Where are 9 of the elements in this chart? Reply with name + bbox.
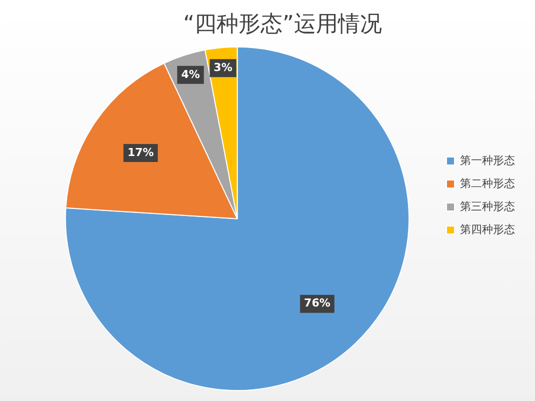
legend-label: 第二种形态 [460, 176, 515, 190]
chart-title: “四种形态”运用情况 [183, 12, 382, 37]
legend-label: 第三种形态 [460, 200, 515, 213]
data-label: 76% [304, 296, 330, 310]
legend-label: 第四种形态 [460, 222, 515, 236]
data-label: 3% [214, 61, 232, 74]
data-label: 4% [181, 68, 200, 81]
legend-label: 第一种形态 [460, 154, 515, 167]
data-label: 17% [127, 146, 154, 159]
